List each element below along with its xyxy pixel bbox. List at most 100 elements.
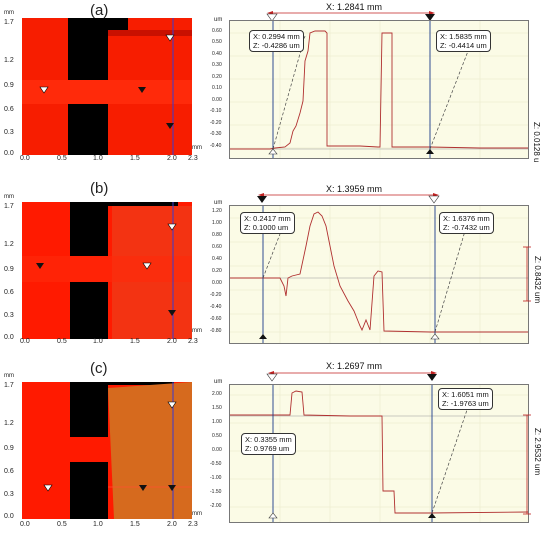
heatmap-xtick: 2.3 — [188, 155, 198, 162]
profile-ytick: 0.50 — [212, 39, 222, 45]
panel-label: (c) — [90, 360, 108, 377]
heatmap-ytick: 0.3 — [4, 129, 14, 136]
heatmap-xtick: 2.3 — [188, 521, 198, 528]
profile-ytick: -0.60 — [210, 316, 222, 322]
profile-ytick: -1.50 — [210, 489, 222, 495]
heatmap-ytick: 0.3 — [4, 312, 14, 319]
heatmap-ytick: 0.0 — [4, 334, 14, 341]
readout-x: X: 0.2417 mm — [244, 214, 291, 223]
heatmap-xtick: 0.5 — [57, 521, 67, 528]
heatmap-xtick: 2.0 — [167, 338, 177, 345]
z-difference: Z: 0.8432 um — [533, 256, 542, 304]
heatmap-ytick: 0.6 — [4, 289, 14, 296]
cursor-readout-left: X: 0.2417 mm Z: 0.1000 um — [240, 212, 295, 234]
heatmap-ytick: 1.2 — [4, 57, 14, 64]
readout-x: X: 1.6051 mm — [442, 390, 489, 399]
profile-ytick: -0.20 — [210, 120, 222, 126]
profile-ytick: 0.00 — [212, 447, 222, 453]
z-bracket — [523, 414, 531, 515]
cursor-readout-left: X: 0.2994 mm Z: -0.4286 um — [249, 30, 304, 52]
heatmap-xtick: 0.0 — [20, 521, 30, 528]
heatmap-svg — [22, 18, 192, 155]
heatmap-ytick: 1.7 — [4, 203, 14, 210]
profile-ytick: 0.10 — [212, 85, 222, 91]
heatmap-ytick: 0.9 — [4, 82, 14, 89]
profile-unit: um — [214, 379, 223, 385]
readout-z: Z: 0.9769 um — [245, 444, 290, 453]
profile-ytick: -0.20 — [210, 292, 222, 298]
readout-z: Z: -0.4286 um — [253, 41, 300, 50]
profile-ytick: -1.00 — [210, 475, 222, 481]
heatmap-ytick: 0.6 — [4, 106, 14, 113]
profile-ytick: 0.00 — [212, 280, 222, 286]
panel-label: (a) — [90, 2, 109, 19]
heatmap-image — [22, 202, 192, 339]
profile-ytick: 2.00 — [212, 391, 222, 397]
heatmap-xtick: 0.0 — [20, 155, 30, 162]
unit-label: mm — [192, 145, 202, 151]
z-difference: Z: 2.9532 um — [533, 428, 542, 476]
heatmap-svg — [22, 202, 192, 339]
readout-z: Z: 0.1000 um — [244, 223, 289, 232]
profile-ytick: -2.00 — [210, 503, 222, 509]
heatmap-ytick: 0.0 — [4, 150, 14, 157]
profile-ytick: 1.00 — [212, 220, 222, 226]
heatmap-xtick: 2.0 — [167, 521, 177, 528]
profile-unit: um — [214, 17, 223, 23]
heatmap-ytick: 1.7 — [4, 382, 14, 389]
heatmap-svg — [22, 382, 192, 519]
readout-z: Z: -0.7432 um — [443, 223, 490, 232]
heatmap-ytick: 0.6 — [4, 468, 14, 475]
profile-ytick: 0.00 — [212, 97, 222, 103]
span-readout: X: 1.2841 mm — [326, 2, 383, 12]
profile-ytick: 0.20 — [212, 268, 222, 274]
heatmap-xtick: 0.5 — [57, 338, 67, 345]
readout-z: Z: -1.9763 um — [442, 399, 489, 408]
profile-ytick: 1.50 — [212, 405, 222, 411]
span-readout: X: 1.3959 mm — [326, 184, 383, 194]
heatmap-ytick: 1.2 — [4, 420, 14, 427]
span-arrow — [266, 371, 437, 382]
heatmap-xtick: 1.5 — [130, 155, 140, 162]
profile-unit: um — [214, 200, 223, 206]
heatmap-xtick: 0.5 — [57, 155, 67, 162]
readout-x: X: 1.6376 mm — [443, 214, 490, 223]
profile-ytick: -0.30 — [210, 131, 222, 137]
profile-ytick: 0.80 — [212, 232, 222, 238]
unit-label: mm — [4, 10, 14, 16]
span-readout: X: 1.2697 mm — [326, 361, 383, 371]
readout-x: X: 0.3355 mm — [245, 435, 292, 444]
panel-label: (b) — [90, 180, 109, 197]
profile-ytick: -0.40 — [210, 143, 222, 149]
heatmap-ytick: 1.2 — [4, 241, 14, 248]
profile-ytick: 0.20 — [212, 74, 222, 80]
heatmap-xtick: 2.0 — [167, 155, 177, 162]
profile-ytick: 0.30 — [212, 62, 222, 68]
profile-ytick: 1.00 — [212, 419, 222, 425]
heatmap-xtick: 1.0 — [93, 521, 103, 528]
heatmap-ytick: 0.0 — [4, 513, 14, 520]
profile-ytick: -0.40 — [210, 304, 222, 310]
panel-a: (a) 1.7 1.2 0.9 0.6 0.3 0.0 mm 0.0 0.5 1… — [0, 0, 550, 180]
profile-ytick: -0.80 — [210, 328, 222, 334]
panel-c: (c) 1.7 1.2 0.9 0.6 0.3 0.0 mm 0.0 0.5 1… — [0, 358, 550, 538]
heatmap-ytick: 0.3 — [4, 491, 14, 498]
span-arrow — [257, 193, 440, 204]
profile-ytick: 0.60 — [212, 28, 222, 34]
heatmap-image — [22, 382, 192, 519]
cursor-readout-left: X: 0.3355 mm Z: 0.9769 um — [241, 433, 296, 455]
span-arrow — [266, 11, 435, 22]
heatmap-ytick: 1.7 — [4, 19, 14, 26]
readout-z: Z: -0.4414 um — [440, 41, 487, 50]
profile-ytick: 1.20 — [212, 208, 222, 214]
cursor-readout-right: X: 1.6051 mm Z: -1.9763 um — [438, 388, 493, 410]
profile-ytick: 0.40 — [212, 256, 222, 262]
z-difference: Z: 0.0128 u — [532, 122, 541, 163]
unit-label: mm — [192, 511, 202, 517]
readout-x: X: 1.5835 mm — [440, 32, 487, 41]
heatmap-xtick: 1.5 — [130, 338, 140, 345]
unit-label: mm — [192, 328, 202, 334]
heatmap-xtick: 1.0 — [93, 338, 103, 345]
heatmap-xtick: 1.5 — [130, 521, 140, 528]
heatmap-xtick: 0.0 — [20, 338, 30, 345]
